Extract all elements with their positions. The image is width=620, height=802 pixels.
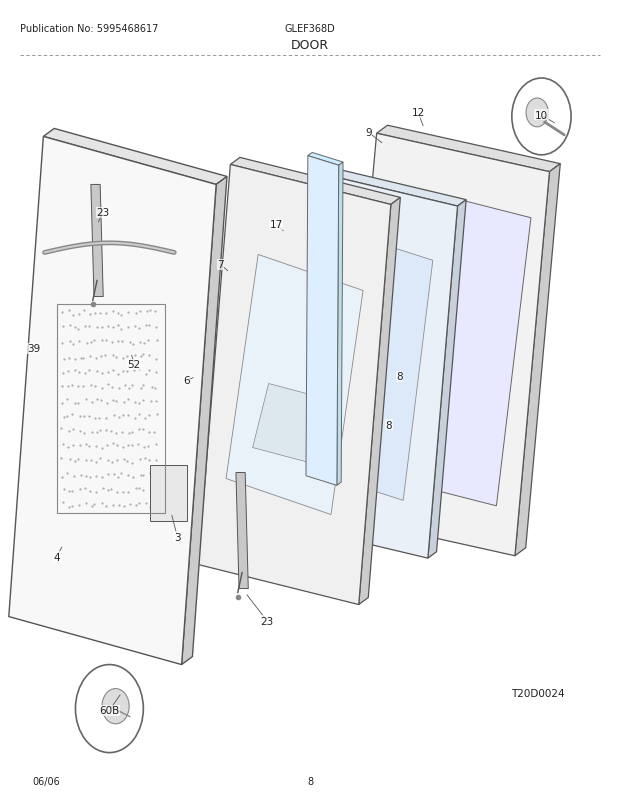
Polygon shape bbox=[428, 200, 466, 558]
Polygon shape bbox=[149, 465, 187, 520]
Text: 9: 9 bbox=[365, 128, 372, 138]
Polygon shape bbox=[252, 384, 337, 466]
Polygon shape bbox=[309, 165, 466, 207]
Polygon shape bbox=[226, 255, 363, 515]
Polygon shape bbox=[377, 126, 560, 172]
Text: T20D0024: T20D0024 bbox=[512, 688, 565, 698]
Text: DOOR: DOOR bbox=[291, 38, 329, 52]
Polygon shape bbox=[306, 156, 339, 486]
Text: 23: 23 bbox=[260, 616, 273, 626]
Circle shape bbox=[76, 665, 143, 752]
Text: 17: 17 bbox=[270, 221, 283, 230]
Text: 8: 8 bbox=[396, 372, 403, 382]
Polygon shape bbox=[280, 172, 458, 558]
Text: 8: 8 bbox=[307, 776, 313, 786]
Polygon shape bbox=[198, 165, 391, 605]
Polygon shape bbox=[236, 473, 248, 589]
Text: 6: 6 bbox=[184, 376, 190, 386]
Text: 7: 7 bbox=[217, 260, 224, 270]
Polygon shape bbox=[182, 177, 227, 665]
Circle shape bbox=[512, 79, 571, 156]
Circle shape bbox=[102, 689, 129, 724]
Polygon shape bbox=[9, 137, 216, 665]
Text: 06/06: 06/06 bbox=[32, 776, 60, 786]
Text: eReplacementParts.com: eReplacementParts.com bbox=[242, 428, 378, 438]
Text: 3: 3 bbox=[174, 532, 180, 542]
Polygon shape bbox=[231, 158, 401, 205]
Polygon shape bbox=[304, 229, 433, 500]
Text: 8: 8 bbox=[386, 420, 392, 430]
Polygon shape bbox=[359, 198, 401, 605]
Circle shape bbox=[526, 99, 548, 128]
Polygon shape bbox=[43, 129, 227, 185]
Text: 60B: 60B bbox=[99, 705, 120, 715]
Polygon shape bbox=[361, 184, 531, 506]
Polygon shape bbox=[342, 134, 549, 556]
Text: 52: 52 bbox=[128, 360, 141, 370]
Text: 12: 12 bbox=[412, 108, 425, 118]
Polygon shape bbox=[515, 164, 560, 556]
Polygon shape bbox=[337, 163, 343, 486]
Text: Publication No: 5995468617: Publication No: 5995468617 bbox=[20, 24, 158, 34]
Text: GLEF368D: GLEF368D bbox=[285, 24, 335, 34]
Text: 39: 39 bbox=[27, 344, 40, 354]
Text: 10: 10 bbox=[535, 111, 548, 120]
Text: 23: 23 bbox=[97, 209, 110, 218]
Text: 4: 4 bbox=[53, 552, 60, 562]
Polygon shape bbox=[308, 153, 343, 166]
Polygon shape bbox=[91, 185, 104, 297]
